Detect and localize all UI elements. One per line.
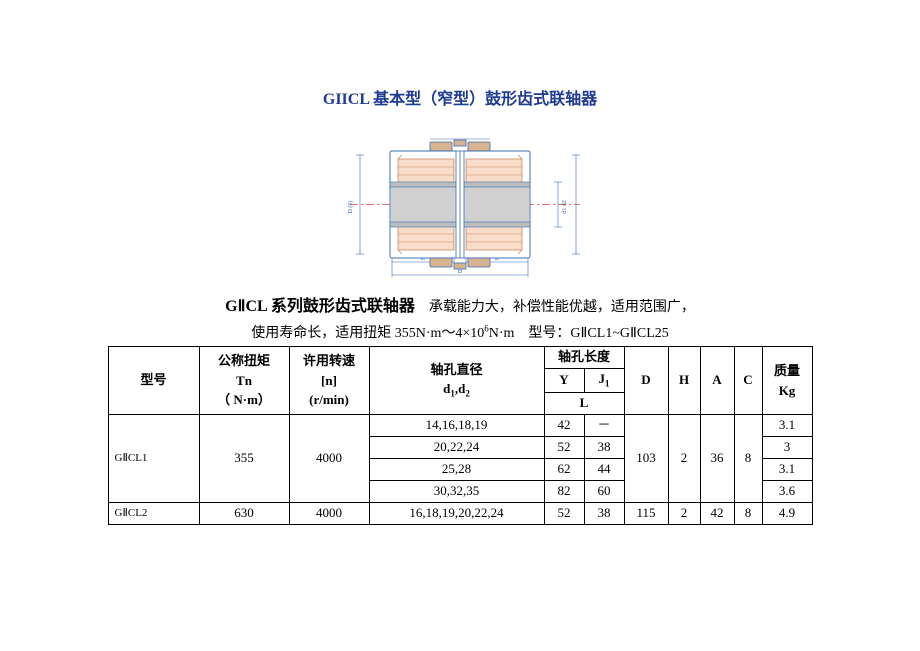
cell-mass: 3.1 [762, 458, 812, 480]
series-subhead: GⅡCL 系列鼓形齿式联轴器 承载能力大，补偿性能优越，适用范围广， [0, 292, 920, 316]
cell-H: 2 [668, 415, 700, 503]
cell-mass: 4.9 [762, 502, 812, 524]
hdr-mass: 质量 Kg [762, 347, 812, 415]
coupling-diagram: D (0) d1 d2 L L B [330, 127, 590, 282]
cell-tn: 630 [199, 502, 289, 524]
cell-J1: 60 [584, 480, 624, 502]
cell-J1: 38 [584, 502, 624, 524]
hdr-bore: 轴孔直径 d1,d2 [369, 347, 544, 415]
cell-bore: 14,16,18,19 [369, 415, 544, 437]
hdr-tn: 公称扭矩 Tn （ N·m） [199, 347, 289, 415]
hdr-A: A [700, 347, 734, 415]
series-name: GⅡCL 系列鼓形齿式联轴器 [225, 298, 415, 315]
table-row: GⅡCL1 355 4000 14,16,18,19 42 － 103 2 36… [108, 415, 812, 437]
table-body: GⅡCL1 355 4000 14,16,18,19 42 － 103 2 36… [108, 415, 812, 524]
hdr-J1: J1 [584, 368, 624, 392]
cell-bore: 25,28 [369, 458, 544, 480]
series-subline: 使用寿命长，适用扭矩 355N·m～4×106N·m 型号：GⅡCL1~GⅡCL… [0, 322, 920, 342]
cell-H: 2 [668, 502, 700, 524]
svg-text:D (0): D (0) [347, 201, 354, 214]
cell-mass: 3 [762, 436, 812, 458]
hdr-D: D [624, 347, 668, 415]
hdr-C: C [734, 347, 762, 415]
cell-C: 8 [734, 415, 762, 503]
cell-Y: 82 [544, 480, 584, 502]
cell-bore: 20,22,24 [369, 436, 544, 458]
subline-suffix: N·m 型号：GⅡCL1~GⅡCL25 [489, 326, 669, 341]
hdr-Y: Y [544, 368, 584, 392]
cell-mass: 3.1 [762, 415, 812, 437]
cell-n: 4000 [289, 502, 369, 524]
cell-bore: 30,32,35 [369, 480, 544, 502]
page-title: GIICL 基本型（窄型）鼓形齿式联轴器 [0, 0, 920, 109]
cell-model: GⅡCL1 [108, 415, 199, 503]
cell-mass: 3.6 [762, 480, 812, 502]
cell-J1: 38 [584, 436, 624, 458]
cell-model: GⅡCL2 [108, 502, 199, 524]
cell-Y: 42 [544, 415, 584, 437]
cell-J1: 44 [584, 458, 624, 480]
table-row: GⅡCL2 630 4000 16,18,19,20,22,24 52 38 1… [108, 502, 812, 524]
cell-n: 4000 [289, 415, 369, 503]
hdr-n: 许用转速 [n] (r/min) [289, 347, 369, 415]
subline-prefix: 使用寿命长，适用扭矩 355N·m～4×10 [251, 326, 484, 341]
hdr-model: 型号 [108, 347, 199, 415]
cell-J1: － [584, 415, 624, 437]
hdr-H: H [668, 347, 700, 415]
svg-text:d1 d2: d1 d2 [562, 200, 568, 214]
cell-tn: 355 [199, 415, 289, 503]
cell-A: 36 [700, 415, 734, 503]
cell-Y: 52 [544, 436, 584, 458]
cell-Y: 52 [544, 502, 584, 524]
cell-Y: 62 [544, 458, 584, 480]
cell-D: 115 [624, 502, 668, 524]
hdr-L: L [544, 393, 624, 415]
cell-C: 8 [734, 502, 762, 524]
series-desc: 承载能力大，补偿性能优越，适用范围广， [415, 300, 695, 315]
cell-D: 103 [624, 415, 668, 503]
table-head: 型号 公称扭矩 Tn （ N·m） 许用转速 [n] (r/min) 轴孔直径 [108, 347, 812, 415]
cell-A: 42 [700, 502, 734, 524]
hdr-borelen: 轴孔长度 [544, 347, 624, 369]
spec-table: 型号 公称扭矩 Tn （ N·m） 许用转速 [n] (r/min) 轴孔直径 [108, 346, 813, 525]
cell-bore: 16,18,19,20,22,24 [369, 502, 544, 524]
